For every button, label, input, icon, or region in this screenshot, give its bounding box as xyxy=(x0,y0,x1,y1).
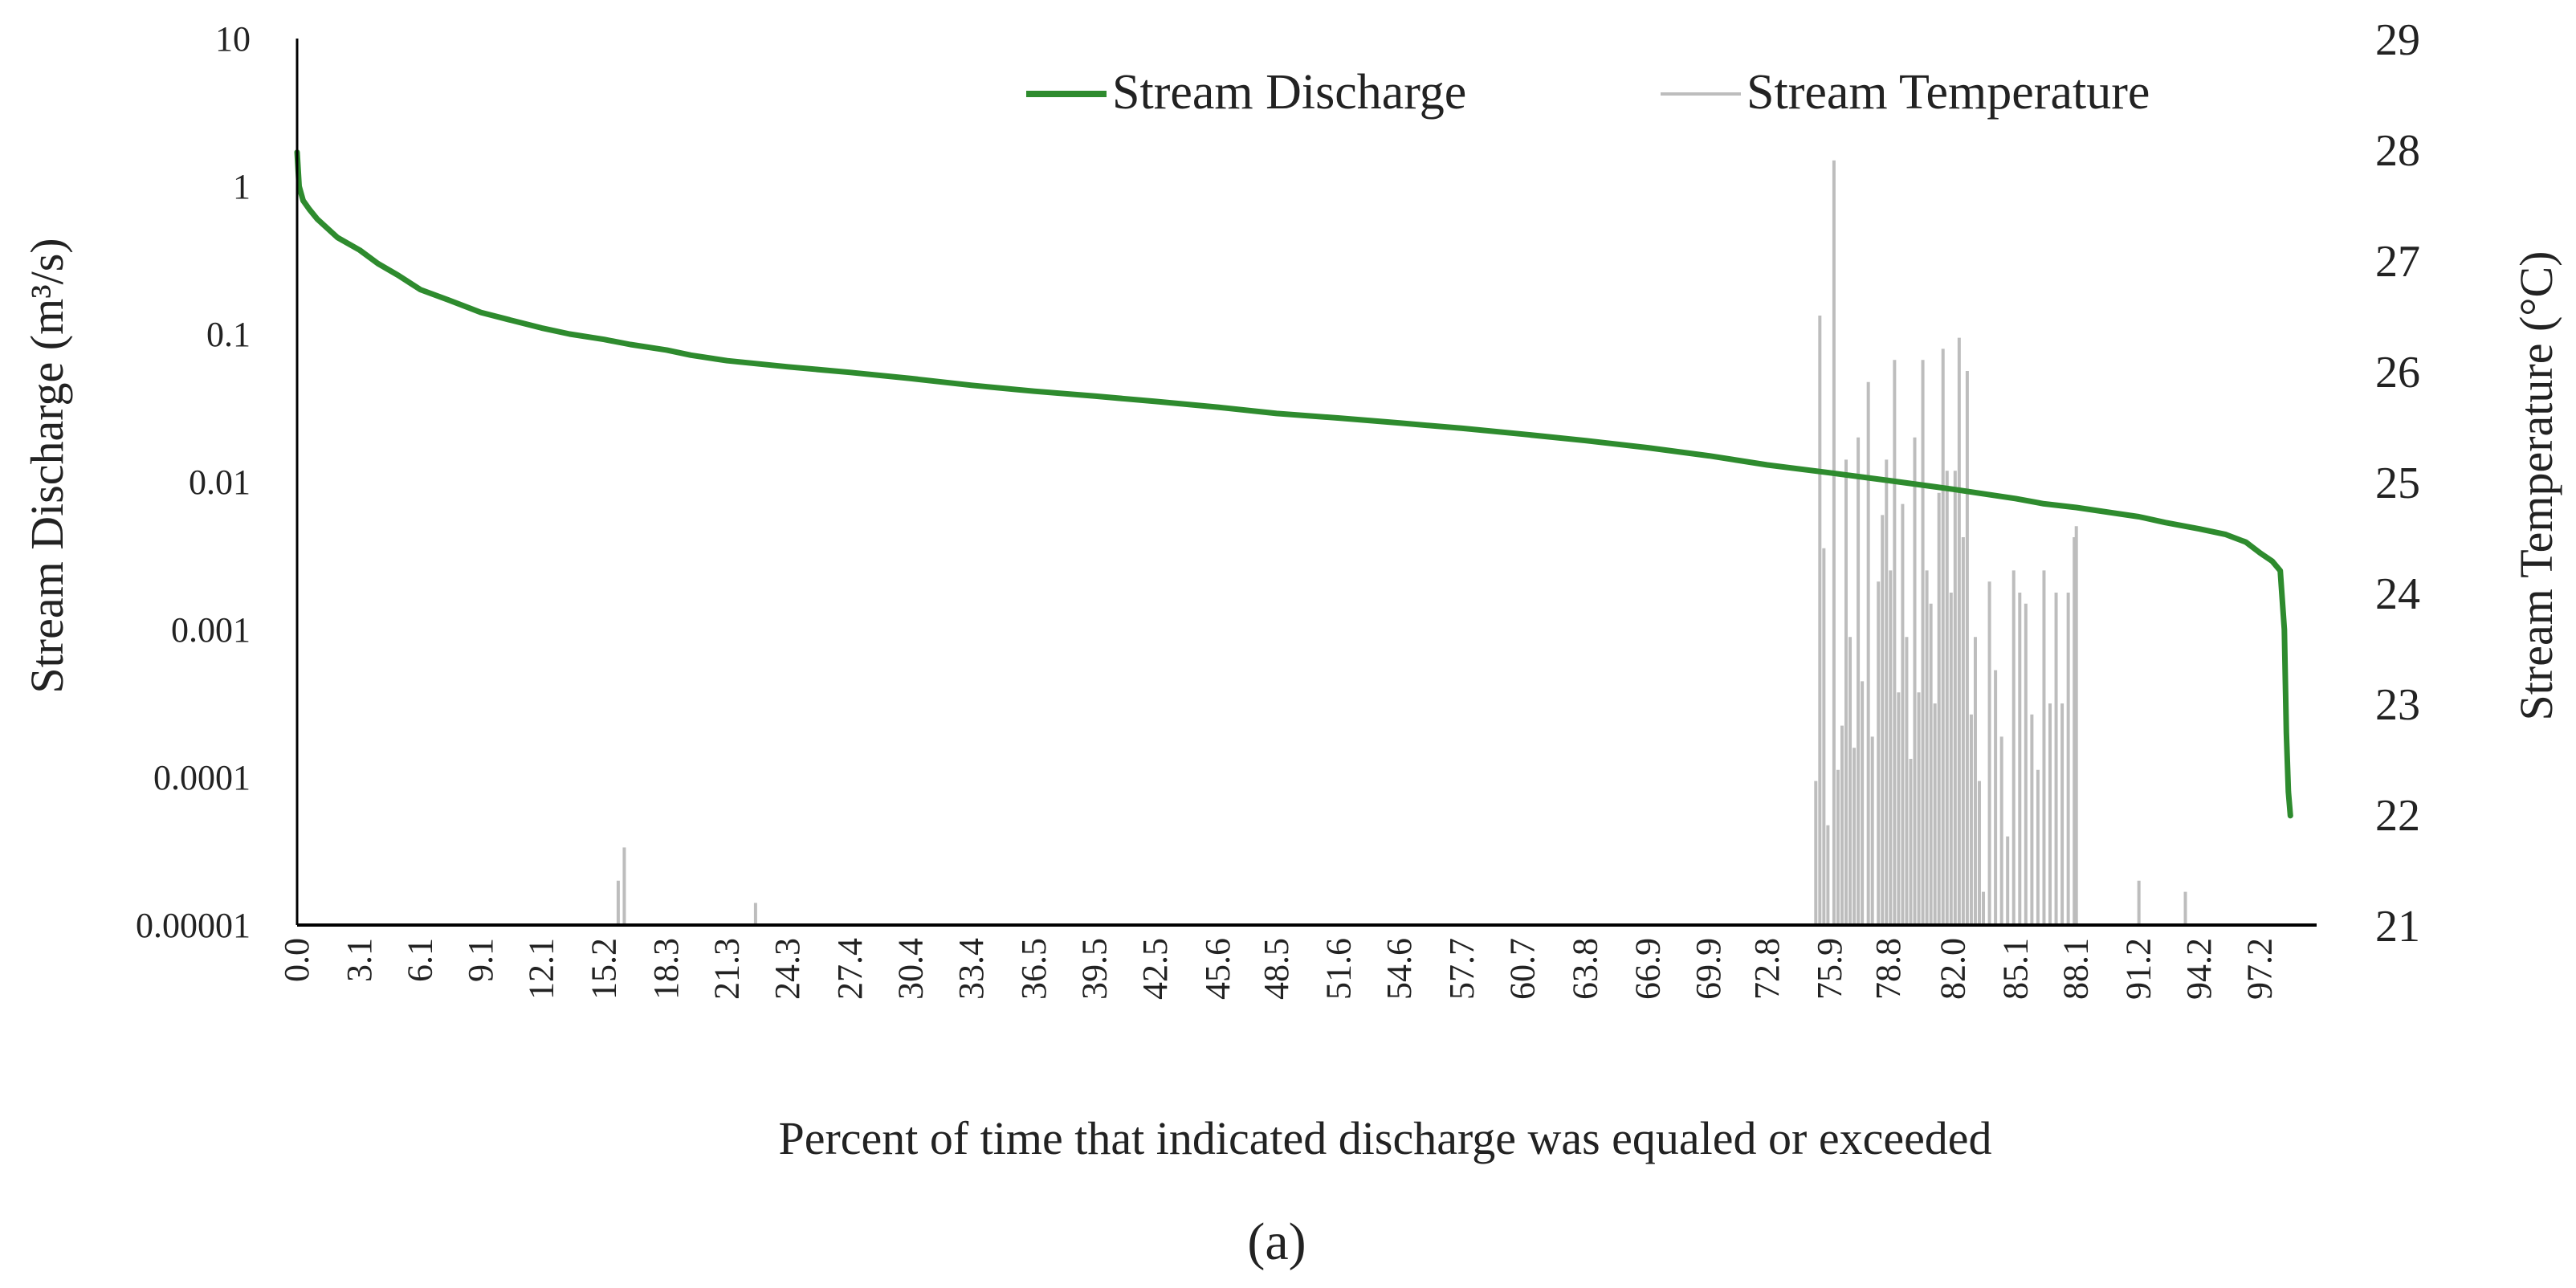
y-left-tick-label: 0.00001 xyxy=(136,906,251,945)
y-left-tick-label: 0.01 xyxy=(189,463,251,502)
x-tick-label: 78.8 xyxy=(1869,938,1908,1000)
y-right-tick-label: 27 xyxy=(2375,237,2420,287)
x-tick-label: 94.2 xyxy=(2179,938,2219,1000)
y-right-tick-label: 23 xyxy=(2375,680,2420,730)
panel-label: (a) xyxy=(1247,1213,1306,1271)
x-tick-label: 45.6 xyxy=(1198,938,1237,1000)
x-tick-label: 51.6 xyxy=(1319,938,1359,1000)
y-right-tick-label: 26 xyxy=(2375,348,2420,397)
y-right-tick-label: 22 xyxy=(2375,791,2420,841)
x-tick-label: 57.7 xyxy=(1442,938,1482,1000)
legend-temperature-label: Stream Temperature xyxy=(1747,65,2150,120)
x-tick-label: 42.5 xyxy=(1135,938,1175,1000)
x-tick-label: 69.9 xyxy=(1689,938,1728,1000)
y-left-axis-title: Stream Discharge (m³/s) xyxy=(21,238,73,693)
y-right-tick-labels: 29 28 27 26 25 24 23 22 21 xyxy=(2375,15,2420,952)
axes xyxy=(296,39,2317,927)
x-tick-label: 91.2 xyxy=(2119,938,2158,1000)
x-tick-label: 88.1 xyxy=(2056,938,2096,1000)
x-tick-label: 66.9 xyxy=(1628,938,1668,1000)
y-left-tick-label: 0.001 xyxy=(171,610,251,650)
discharge-line xyxy=(294,149,2293,819)
x-tick-label: 72.8 xyxy=(1747,938,1787,1000)
x-tick-label: 12.1 xyxy=(521,938,560,1000)
x-tick-label: 97.2 xyxy=(2240,938,2280,1000)
x-tick-label: 21.3 xyxy=(707,938,747,1000)
x-tick-label: 82.0 xyxy=(1933,938,1972,1000)
y-left-tick-label: 0.0001 xyxy=(153,758,251,797)
x-tick-label: 39.5 xyxy=(1074,938,1114,1000)
x-tick-label: 27.4 xyxy=(830,938,870,1000)
y-left-tick-label: 10 xyxy=(215,19,251,59)
x-tick-label: 33.4 xyxy=(952,938,991,1000)
y-left-tick-label: 1 xyxy=(233,167,251,206)
y-left-tick-label: 0.1 xyxy=(206,315,251,354)
y-right-tick-label: 21 xyxy=(2375,902,2420,952)
x-tick-label: 54.6 xyxy=(1380,938,1419,1000)
x-tick-label: 60.7 xyxy=(1503,938,1543,1000)
x-tick-label: 3.1 xyxy=(340,938,379,982)
x-tick-labels: 0.0 3.1 6.1 9.1 12.1 15.2 18.3 21.3 24.3 27.4 30.4… xyxy=(277,938,2280,1000)
x-tick-label: 6.1 xyxy=(400,938,439,982)
x-tick-label: 85.1 xyxy=(1995,938,2035,1000)
x-axis-title: Percent of time that indicated discharge… xyxy=(778,1112,1991,1164)
x-tick-label: 9.1 xyxy=(461,938,500,982)
x-tick-label: 75.9 xyxy=(1810,938,1849,1000)
x-tick-label: 0.0 xyxy=(277,938,316,982)
discharge-series xyxy=(294,149,2293,819)
temperature-series xyxy=(616,160,2187,925)
x-tick-label: 30.4 xyxy=(891,938,931,1000)
legend: Stream Discharge Stream Temperature xyxy=(1026,65,2150,120)
y-right-tick-label: 24 xyxy=(2375,569,2420,619)
x-tick-label: 63.8 xyxy=(1566,938,1605,1000)
legend-discharge-label: Stream Discharge xyxy=(1112,65,1466,120)
y-right-tick-label: 28 xyxy=(2375,126,2420,176)
y-right-tick-label: 25 xyxy=(2375,459,2420,508)
x-tick-label: 18.3 xyxy=(646,938,686,1000)
y-right-tick-label: 29 xyxy=(2375,15,2420,65)
x-tick-label: 24.3 xyxy=(768,938,807,1000)
x-tick-label: 36.5 xyxy=(1014,938,1054,1000)
y-right-axis-title: Stream Temperature (°C) xyxy=(2510,251,2562,721)
x-tick-label: 15.2 xyxy=(584,938,623,1000)
x-tick-label: 48.5 xyxy=(1257,938,1296,1000)
y-left-tick-labels: 10 1 0.1 0.01 0.001 0.0001 0.00001 xyxy=(136,19,251,945)
